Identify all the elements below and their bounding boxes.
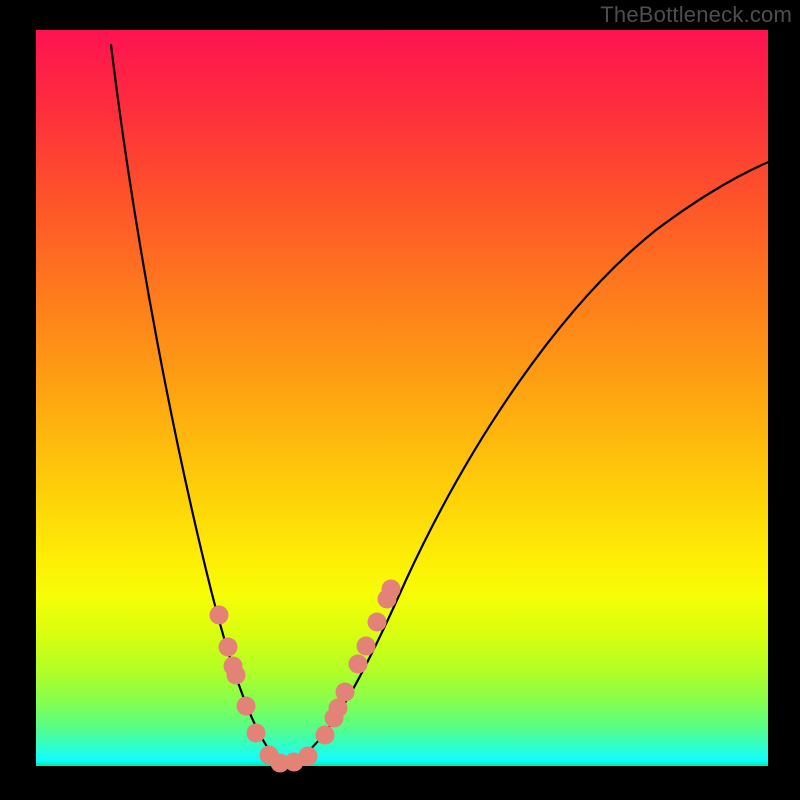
- data-point: [224, 657, 243, 676]
- data-point: [349, 655, 368, 674]
- data-point: [336, 683, 355, 702]
- data-point: [299, 747, 318, 766]
- data-point: [316, 726, 335, 745]
- data-point: [247, 724, 266, 743]
- watermark-text: TheBottleneck.com: [600, 2, 792, 28]
- data-point: [219, 638, 238, 657]
- plot-background: [36, 30, 768, 766]
- bottleneck-chart: [0, 0, 800, 800]
- data-point: [382, 580, 401, 599]
- data-point: [237, 697, 256, 716]
- data-point: [357, 637, 376, 656]
- data-point: [210, 606, 229, 625]
- data-point: [368, 613, 387, 632]
